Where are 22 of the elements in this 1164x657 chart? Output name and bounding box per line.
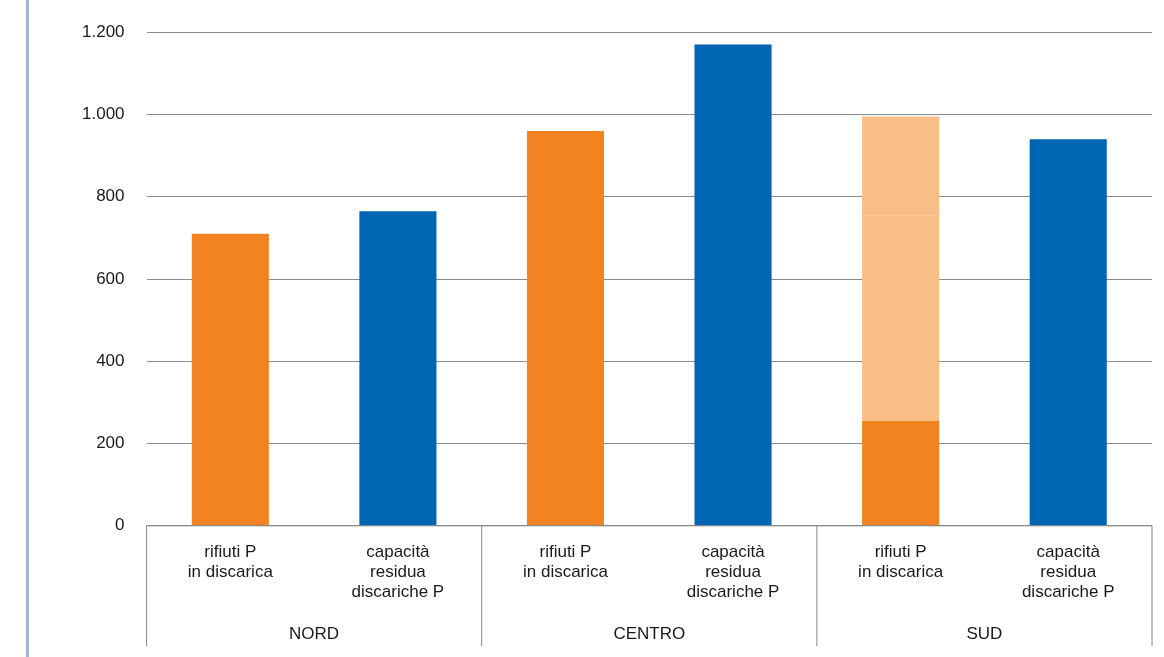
x-tick-label: capacità residua discariche P (351, 541, 445, 602)
bar (191, 233, 269, 526)
y-tick-label: 800 (96, 186, 125, 206)
text: SUD (966, 623, 1003, 643)
y-tick-label: 0 (115, 515, 125, 535)
x-tick-label: rifiuti P in discarica (858, 541, 944, 582)
text: NORD (289, 623, 340, 643)
x-tick-label: capacità residua discariche P (1021, 541, 1115, 602)
y-tick-label: 1.000 (81, 104, 125, 124)
x-tick-label: rifiuti P in discarica (522, 541, 609, 582)
text: CENTRO (613, 623, 686, 643)
bar (526, 130, 605, 526)
bar (694, 44, 772, 526)
y-tick-label: 1.200 (81, 21, 125, 41)
y-tick-label: 200 (96, 433, 125, 453)
x-tick-label: rifiuti P in discarica (187, 541, 274, 582)
y-tick-label: 400 (96, 350, 125, 370)
bar (1029, 139, 1107, 526)
y-tick-label: 600 (96, 268, 125, 288)
bar (862, 420, 940, 526)
x-tick-label: capacità residua discariche P (686, 541, 780, 602)
bar (359, 211, 437, 526)
